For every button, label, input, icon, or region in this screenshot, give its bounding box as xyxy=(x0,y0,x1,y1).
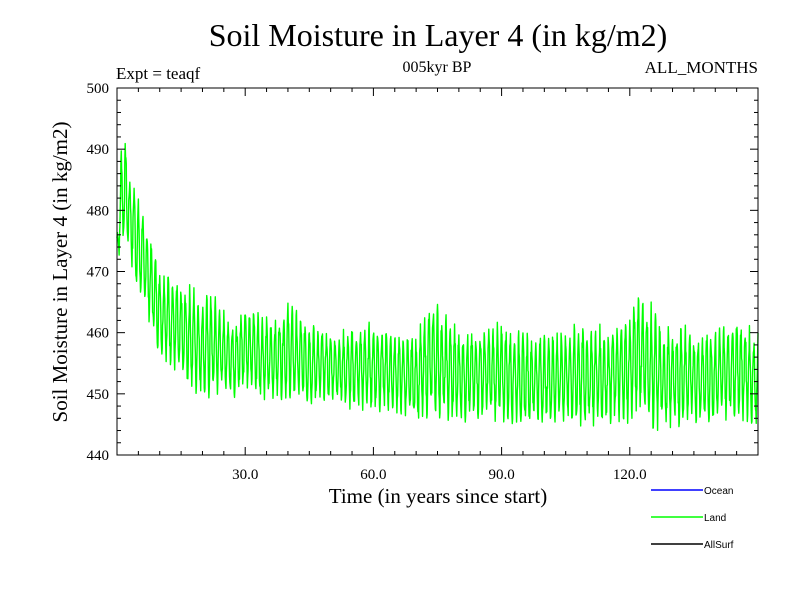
y-tick-label: 500 xyxy=(87,81,110,97)
legend: Ocean Land AllSurf xyxy=(651,486,734,551)
chart-title: Soil Moisture in Layer 4 (in kg/m2) xyxy=(209,17,668,53)
legend-label-ocean: Ocean xyxy=(704,486,733,497)
x-tick-label: 120.0 xyxy=(613,467,647,483)
y-tick-label: 460 xyxy=(87,326,110,342)
x-tick-label: 60.0 xyxy=(360,467,386,483)
legend-label-land: Land xyxy=(704,513,726,524)
legend-label-allsurf: AllSurf xyxy=(704,540,734,551)
y-tick-label: 490 xyxy=(87,142,110,158)
x-tick-label: 90.0 xyxy=(488,467,514,483)
y-tick-label: 480 xyxy=(87,203,110,219)
y-axis-label: Soil Moisture in Layer 4 (in kg/m2) xyxy=(48,122,72,423)
x-tick-label: 30.0 xyxy=(232,467,258,483)
plot-area: 30.0 60.0 90.0 120.0 440 450 460 470 480 490 500 xyxy=(87,81,759,483)
series-group xyxy=(116,142,759,432)
y-tick-label: 440 xyxy=(87,448,110,464)
y-tick-label: 450 xyxy=(87,387,110,403)
series-line-land xyxy=(116,142,759,432)
x-axis: 30.0 60.0 90.0 120.0 xyxy=(137,88,738,483)
experiment-label: Expt = teaqf xyxy=(116,64,201,83)
months-label: ALL_MONTHS xyxy=(645,58,758,77)
y-tick-label: 470 xyxy=(87,265,110,281)
x-axis-label: Time (in years since start) xyxy=(329,484,548,508)
period-label: 005kyr BP xyxy=(403,59,472,76)
y-axis: 440 450 460 470 480 490 500 xyxy=(87,81,758,464)
